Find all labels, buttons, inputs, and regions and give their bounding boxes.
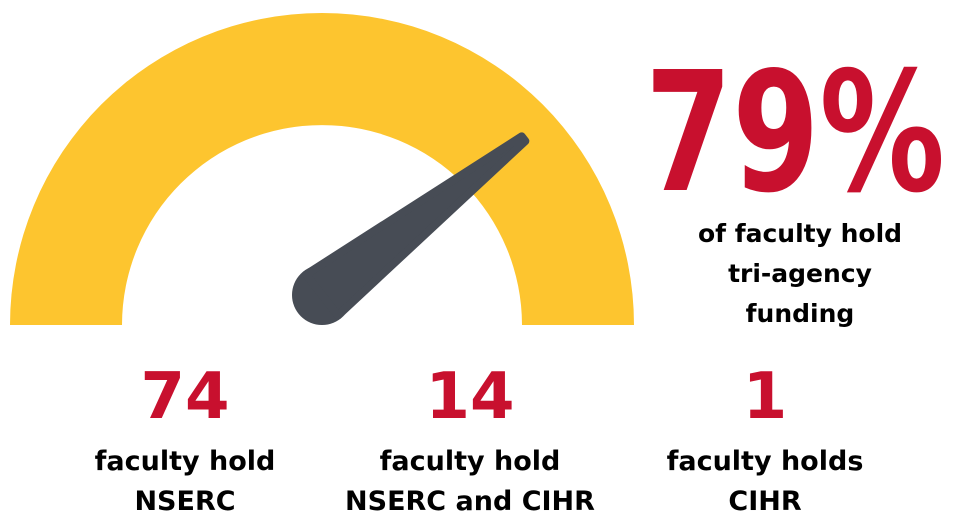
caption: funding <box>746 299 855 328</box>
stat-value: 14 <box>425 360 514 434</box>
stat-label: NSERC <box>134 486 235 514</box>
caption: of faculty hold <box>698 219 902 248</box>
stat-label: faculty holds <box>667 446 864 477</box>
stat-value: 1 <box>743 360 788 434</box>
stat-label: faculty hold <box>95 446 276 477</box>
stat-label: CIHR <box>728 486 801 514</box>
needle <box>302 132 530 320</box>
big-percentage: 79% <box>645 37 945 230</box>
stat-value: 74 <box>140 360 229 434</box>
stat-label: NSERC and CIHR <box>345 486 595 514</box>
gauge-arc <box>10 13 634 325</box>
caption: tri-agency <box>728 259 872 288</box>
stat-label: faculty hold <box>380 446 561 477</box>
